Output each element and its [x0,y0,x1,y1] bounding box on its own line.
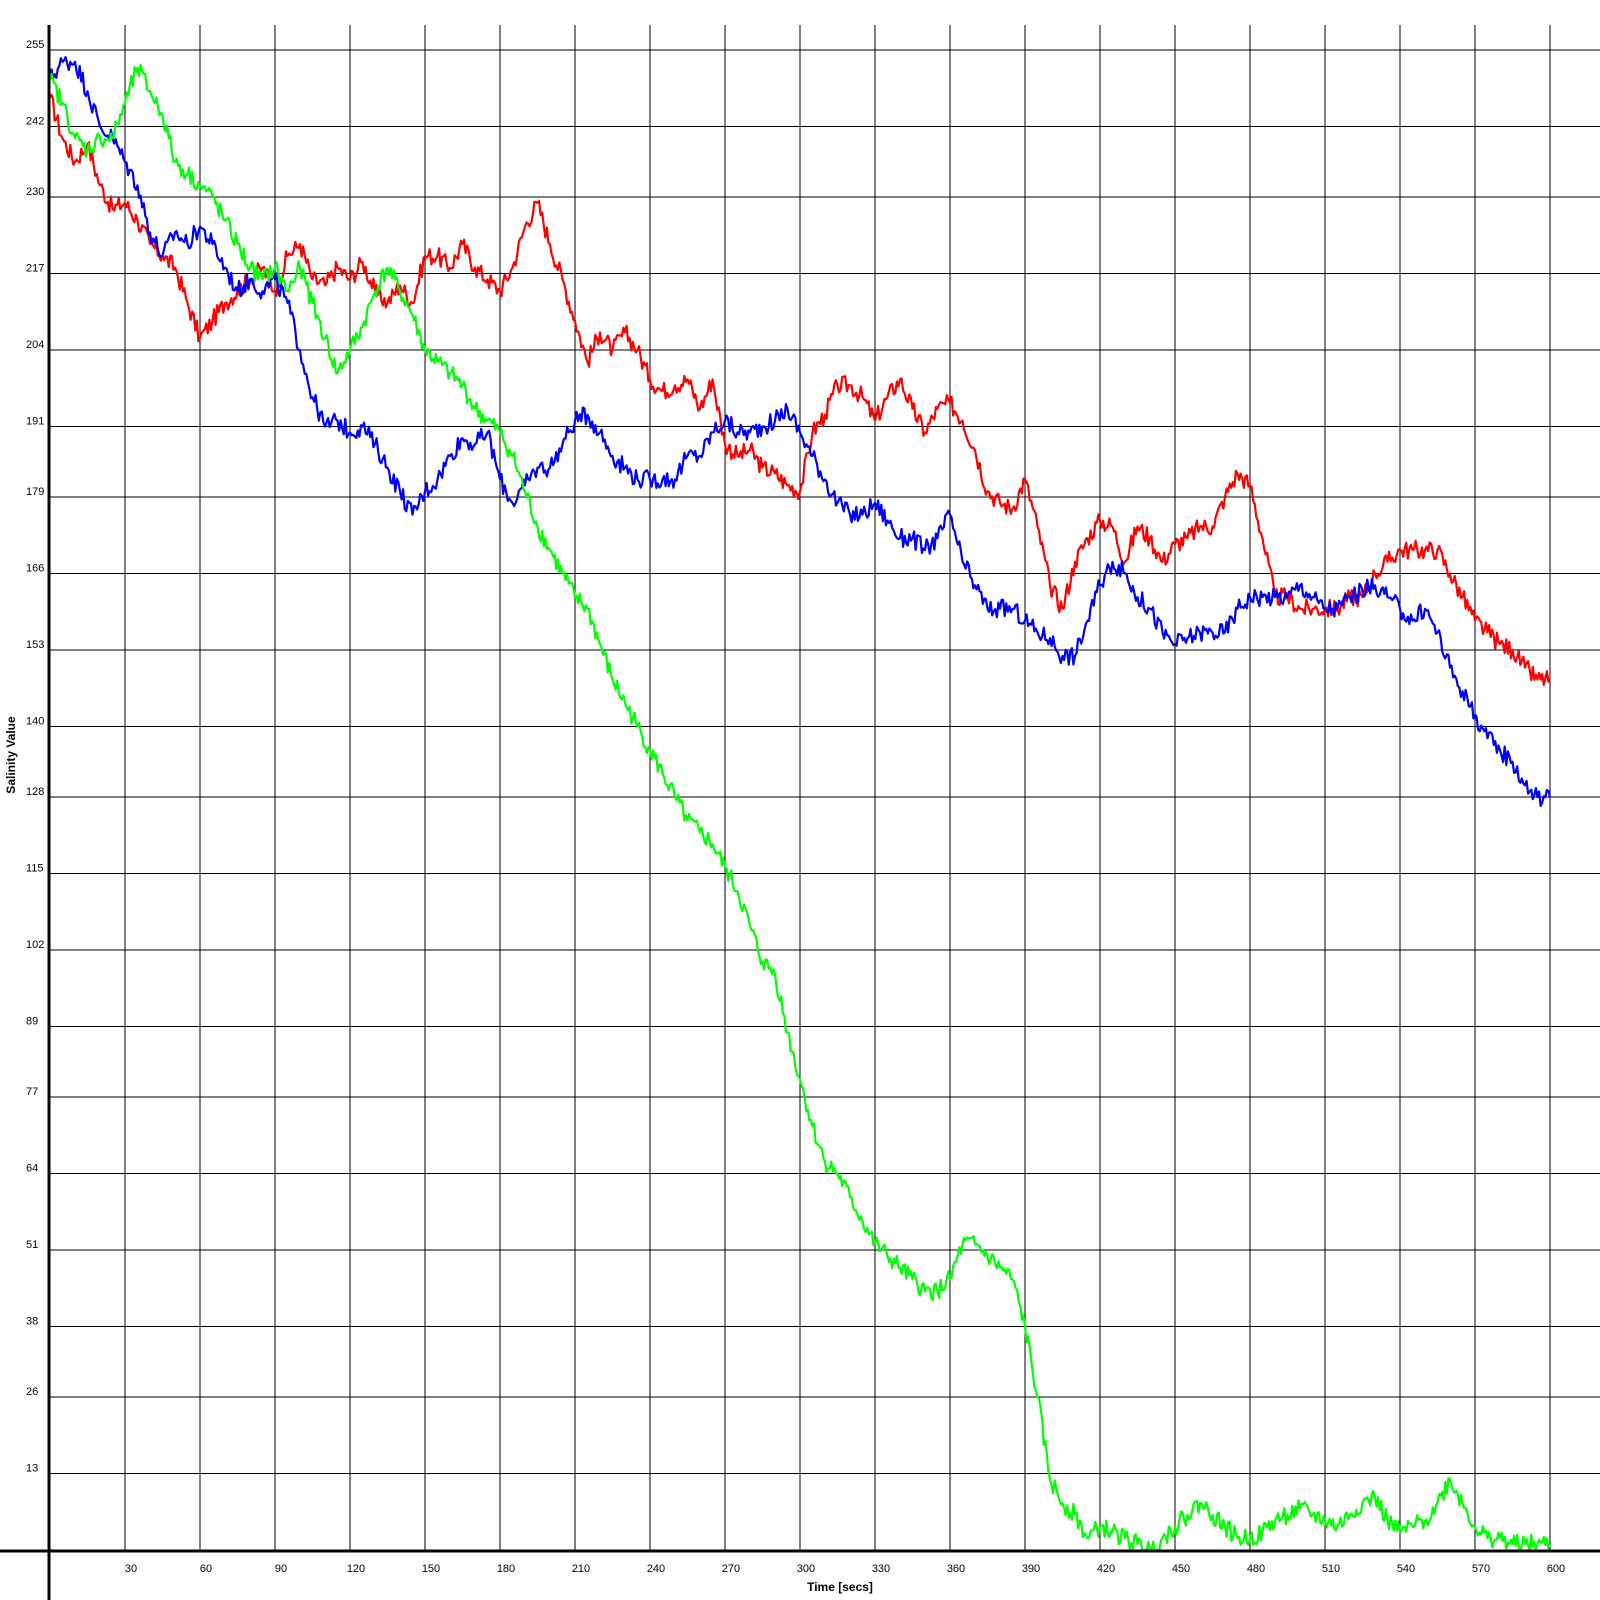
y-tick-label: 153 [26,639,44,651]
x-tick-label: 420 [1097,1563,1115,1575]
y-tick-label: 128 [26,786,44,798]
y-tick-label: 13 [26,1463,38,1475]
y-tick-label: 115 [26,863,44,875]
x-tick-label: 570 [1472,1563,1490,1575]
series-lines [48,55,1552,1552]
y-tick-label: 166 [26,563,44,575]
y-tick-labels: 255 242 230 217 204 191 179 166 153 140 128 115 102 8… [26,39,44,1475]
x-tick-labels: 30 60 90 120 150 180 210 240 270 300 330 360 390 420 4… [125,1563,1565,1575]
x-tick-label: 60 [200,1563,212,1575]
y-tick-label: 89 [26,1015,38,1027]
x-tick-label: 510 [1322,1563,1340,1575]
y-tick-label: 38 [26,1315,38,1327]
x-tick-label: 270 [722,1563,740,1575]
y-tick-label: 230 [26,186,44,198]
x-tick-label: 210 [572,1563,590,1575]
x-tick-label: 180 [497,1563,515,1575]
y-tick-label: 204 [26,339,44,351]
y-tick-label: 179 [26,486,44,498]
x-tick-label: 30 [125,1563,137,1575]
y-tick-label: 217 [26,263,44,275]
x-tick-label: 480 [1247,1563,1265,1575]
x-tick-label: 90 [275,1563,287,1575]
x-tick-label: 330 [872,1563,890,1575]
x-tick-label: 450 [1172,1563,1190,1575]
x-tick-label: 240 [647,1563,665,1575]
y-tick-label: 191 [26,415,44,427]
axes [0,25,1600,1600]
y-tick-label: 26 [26,1386,38,1398]
series-line-1 [49,93,1551,687]
y-tick-label: 64 [26,1163,38,1175]
y-tick-label: 51 [26,1239,38,1251]
x-tick-label: 600 [1547,1563,1565,1575]
y-tick-label: 77 [26,1086,38,1098]
y-tick-label: 102 [26,939,44,951]
series-line-3 [48,64,1552,1552]
y-tick-label: 140 [26,715,44,727]
x-tick-label: 360 [947,1563,965,1575]
x-axis-title: Time [secs] [807,1580,873,1594]
y-tick-label: 242 [26,115,44,127]
x-tick-label: 390 [1022,1563,1040,1575]
series-line-2 [48,55,1552,808]
x-tick-label: 120 [347,1563,365,1575]
x-tick-label: 150 [422,1563,440,1575]
x-tick-label: 300 [797,1563,815,1575]
y-tick-label: 255 [26,39,44,51]
x-tick-label: 540 [1397,1563,1415,1575]
y-axis-title: Salinity Value [4,716,18,794]
